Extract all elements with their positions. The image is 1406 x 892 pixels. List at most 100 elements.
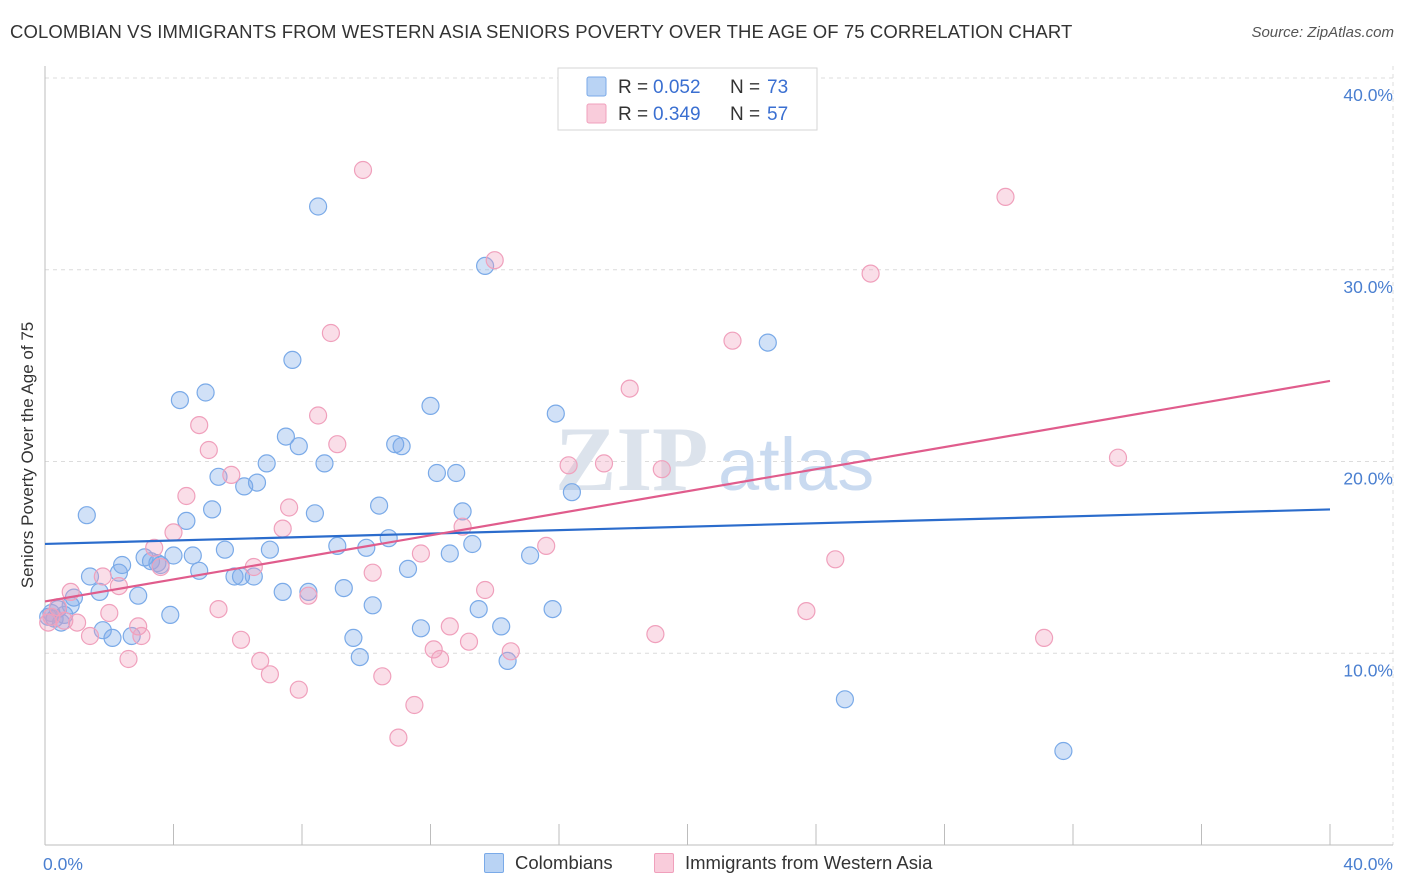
western-asia-point <box>389 728 408 747</box>
western-asia-point <box>132 626 151 646</box>
colombians-point <box>164 546 183 565</box>
western-asia-point <box>321 323 340 343</box>
colombians-point <box>492 617 511 636</box>
western-asia-point <box>209 599 228 619</box>
western-asia-point <box>119 649 138 669</box>
western-asia-point <box>222 465 241 484</box>
legend-r-value-1: 0.052 <box>653 77 701 98</box>
western-asia-point <box>646 624 665 644</box>
western-asia-point <box>559 456 578 475</box>
colombians-point <box>344 628 363 648</box>
x-tick-label-end: 40.0% <box>1343 854 1393 874</box>
western-asia-point <box>151 557 170 577</box>
top-legend: R = 0.052 N = 73 R = 0.349 N = 57 <box>557 67 818 131</box>
western-asia-point <box>190 416 209 435</box>
western-asia-point <box>273 519 292 538</box>
western-asia-point <box>1034 628 1054 648</box>
colombians-point <box>283 350 302 369</box>
colombians-point <box>411 619 430 638</box>
legend-swatch-colombians <box>586 76 607 97</box>
colombians-point <box>129 586 148 605</box>
western-asia-point <box>328 435 347 454</box>
legend-n-value-2: 57 <box>767 104 788 125</box>
legend-n-label-2: N = <box>730 104 760 125</box>
colombians-point <box>334 578 353 598</box>
colombians-point <box>299 582 318 602</box>
western-asia-point <box>424 640 443 659</box>
western-asia-point <box>440 617 459 636</box>
watermark-atlas: atlas <box>718 423 874 506</box>
bottom-legend-swatch-colombians <box>484 853 504 873</box>
colombians-point <box>276 427 295 446</box>
legend-r-label-2: R = <box>618 104 648 125</box>
western-asia-point <box>620 379 639 398</box>
y-tick-label: 20.0% <box>1343 469 1393 489</box>
colombians-point <box>543 599 562 619</box>
colombians-point <box>305 504 324 523</box>
series-colombians-points <box>39 197 1073 761</box>
y-tick-labels: 10.0% 20.0% 30.0% 40.0% <box>1343 85 1393 680</box>
colombians-point <box>363 596 382 615</box>
colombians-point <box>427 463 446 483</box>
colombians-point <box>215 540 234 559</box>
y-tick-label: 30.0% <box>1343 277 1393 297</box>
colombians-point <box>1054 741 1073 761</box>
colombians-point <box>440 544 459 563</box>
western-asia-point <box>199 440 218 460</box>
x-tick-labels: 0.0% 40.0% <box>43 854 1393 874</box>
western-asia-point <box>100 603 119 623</box>
colombians-point <box>141 552 161 571</box>
western-asia-point <box>411 544 430 563</box>
bottom-legend-label-western-asia: Immigrants from Western Asia <box>685 852 933 873</box>
colombians-point <box>77 506 96 525</box>
western-asia-point <box>723 331 742 350</box>
bottom-legend-swatch-western-asia <box>654 853 674 873</box>
axes <box>44 66 1393 846</box>
legend-n-value-1: 73 <box>767 77 788 98</box>
colombians-point <box>309 197 328 216</box>
colombians-point <box>112 555 132 575</box>
western-asia-point <box>485 251 504 270</box>
colombians-point <box>370 496 389 515</box>
colombians-point <box>463 534 482 554</box>
western-asia-point <box>373 667 392 686</box>
western-asia-point <box>594 454 614 473</box>
bottom-legend-western-asia: Immigrants from Western Asia <box>654 852 932 874</box>
colombians-point <box>170 391 189 410</box>
western-asia-point <box>39 613 58 632</box>
bottom-legend-colombians: Colombians <box>484 852 613 874</box>
colombians-point <box>247 473 267 492</box>
colombians-point <box>80 567 100 586</box>
colombians-point <box>398 559 418 579</box>
colombians-point <box>315 454 334 473</box>
colombians-point <box>758 333 777 352</box>
western-asia-point <box>363 563 382 582</box>
colombians-point <box>257 454 276 473</box>
colombians-point <box>386 435 405 454</box>
western-asia-point <box>260 665 279 684</box>
western-asia-point <box>501 642 520 661</box>
colombians-point <box>469 599 488 619</box>
y-tick-label: 10.0% <box>1343 660 1393 680</box>
colombians-point <box>183 546 202 565</box>
western-asia-point <box>537 536 556 556</box>
western-asia-point <box>145 538 164 557</box>
western-asia-point <box>109 576 129 596</box>
western-asia-point <box>861 264 880 283</box>
y-tick-label: 40.0% <box>1343 85 1393 105</box>
legend-r-label-1: R = <box>618 77 648 98</box>
chart-title: COLOMBIAN VS IMMIGRANTS FROM WESTERN ASI… <box>10 21 1073 42</box>
western-asia-point <box>231 630 251 649</box>
western-asia-point <box>164 523 183 542</box>
colombians-point <box>562 483 582 502</box>
western-asia-point <box>431 649 450 669</box>
trend-line-colombians <box>44 508 1331 546</box>
western-asia-point <box>299 586 318 605</box>
colombians-point <box>203 500 222 519</box>
colombians-point <box>498 651 517 671</box>
western-asia-point <box>652 460 671 479</box>
colombians-point <box>103 628 122 648</box>
gridlines <box>45 66 1394 845</box>
colombians-point <box>196 383 215 402</box>
